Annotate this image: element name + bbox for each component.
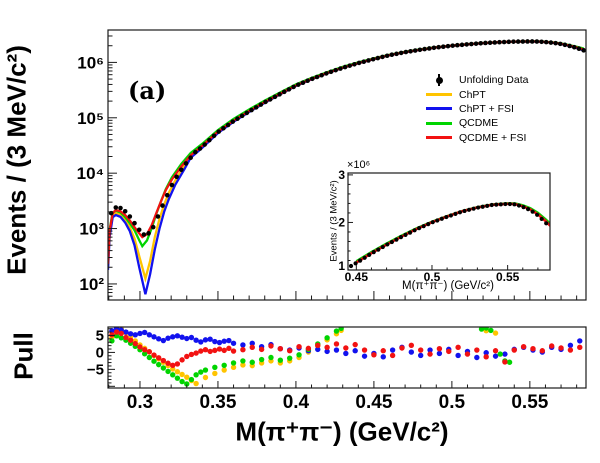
tick-labels: 10² 10³ 10⁴ 10⁵ 10⁶ 0.3 0.35 0.4 0.45 0.5 0.55 50−5… — [77, 53, 549, 413]
svg-text:1: 1 — [338, 259, 345, 273]
legend-row-qcdme-fsi: QCDME + FSI — [424, 131, 528, 145]
qcdme-fsi-line-icon — [424, 132, 454, 144]
svg-text:0.5: 0.5 — [439, 392, 466, 413]
svg-text:2: 2 — [338, 215, 345, 229]
svg-text:0.4: 0.4 — [283, 392, 310, 413]
legend-label: ChPT — [459, 88, 486, 101]
svg-text:0.35: 0.35 — [199, 392, 236, 413]
pull-frame — [107, 326, 587, 389]
inset-x-axis-title: M(π⁺π⁻) (GeV/c²) — [402, 280, 494, 292]
svg-text:0.5: 0.5 — [424, 270, 441, 284]
qcdme-line-icon — [424, 117, 454, 129]
legend-row-chpt-fsi: ChPT + FSI — [424, 102, 528, 116]
legend-label: QCDME + FSI — [459, 131, 527, 144]
svg-text:−5: −5 — [87, 361, 104, 378]
x-axis-title: M(π⁺π⁻) (GeV/c²) — [235, 416, 449, 447]
pull-plot-area — [109, 327, 583, 387]
legend-row-qcdme: QCDME — [424, 116, 528, 130]
inset-exponent-label: ×10⁶ — [347, 159, 371, 171]
svg-text:10⁶: 10⁶ — [77, 53, 104, 72]
main-y-axis-title: Events / (3 MeV/c²) — [1, 45, 32, 275]
svg-text:0.55: 0.55 — [511, 392, 548, 413]
svg-text:0.55: 0.55 — [496, 270, 520, 284]
chpt-line-icon — [424, 89, 454, 101]
svg-text:0.3: 0.3 — [127, 392, 153, 413]
svg-text:10³: 10³ — [79, 220, 104, 239]
data-marker-icon — [424, 74, 454, 87]
pull-y-axis-title: Pull — [8, 332, 39, 380]
svg-text:0: 0 — [96, 344, 104, 361]
svg-text:0.45: 0.45 — [345, 270, 369, 284]
svg-text:10⁴: 10⁴ — [77, 164, 104, 183]
inset-plot-area — [348, 201, 550, 269]
legend-label: ChPT + FSI — [459, 102, 514, 115]
unfolding-data-points — [108, 39, 586, 237]
svg-text:5: 5 — [96, 327, 104, 344]
svg-text:0.45: 0.45 — [355, 392, 392, 413]
main-frame — [107, 29, 587, 301]
legend-row-data: Unfolding Data — [424, 73, 528, 87]
legend: Unfolding Data ChPT ChPT + FSI QCDME QCD… — [424, 73, 528, 145]
inset-frame — [347, 172, 551, 271]
legend-row-chpt: ChPT — [424, 87, 528, 101]
svg-text:10²: 10² — [79, 275, 104, 294]
legend-label: Unfolding Data — [459, 74, 529, 87]
legend-label: QCDME — [459, 117, 499, 130]
panel-label-a: (a) — [128, 76, 167, 105]
inset-y-axis-title: Events / (3 MeV/c²) — [328, 180, 340, 262]
svg-text:3: 3 — [338, 168, 345, 182]
svg-text:10⁵: 10⁵ — [77, 109, 104, 128]
chpt-fsi-line-icon — [424, 103, 454, 115]
main-plot-area — [108, 39, 586, 295]
